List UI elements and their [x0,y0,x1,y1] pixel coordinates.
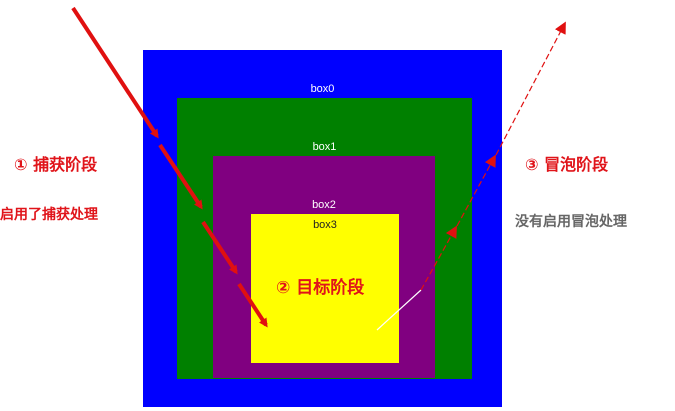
box2: box2 box3 [213,156,435,378]
bubble-phase-label: ③ 冒泡阶段 [525,155,609,174]
box3: box3 [251,214,399,363]
box0-label: box0 [310,83,335,95]
target-phase-label: ② 目标阶段 [276,278,365,298]
bubble-note-label: 没有启用冒泡处理 [515,214,627,230]
capture-note-label: 启用了捕获处理 [0,207,98,223]
box1: box1 box2 box3 [177,98,472,379]
capture-phase-label: ① 捕获阶段 [14,155,98,174]
box3-label: box3 [313,219,337,231]
box1-label: box1 [312,141,337,153]
bubble-arrow-4 [495,21,566,156]
box2-label: box2 [312,199,336,211]
box0: box0 box1 box2 box3 [143,50,502,407]
